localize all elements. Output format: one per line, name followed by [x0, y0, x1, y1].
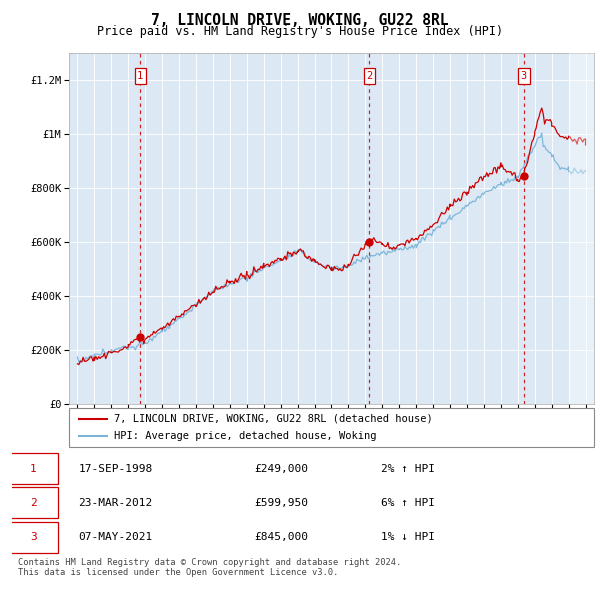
Text: 3: 3	[30, 532, 37, 542]
Text: 2: 2	[366, 71, 373, 81]
Text: 17-SEP-1998: 17-SEP-1998	[78, 464, 152, 474]
Text: 3: 3	[521, 71, 527, 81]
Text: £599,950: £599,950	[254, 498, 308, 508]
Text: 2: 2	[30, 498, 37, 508]
Text: Contains HM Land Registry data © Crown copyright and database right 2024.
This d: Contains HM Land Registry data © Crown c…	[18, 558, 401, 577]
FancyBboxPatch shape	[9, 522, 58, 552]
Text: Price paid vs. HM Land Registry's House Price Index (HPI): Price paid vs. HM Land Registry's House …	[97, 25, 503, 38]
Polygon shape	[569, 53, 594, 404]
Text: 6% ↑ HPI: 6% ↑ HPI	[380, 498, 434, 508]
Text: 1: 1	[30, 464, 37, 474]
Text: 7, LINCOLN DRIVE, WOKING, GU22 8RL (detached house): 7, LINCOLN DRIVE, WOKING, GU22 8RL (deta…	[113, 414, 433, 424]
Text: 1: 1	[137, 71, 143, 81]
Text: HPI: Average price, detached house, Woking: HPI: Average price, detached house, Woki…	[113, 431, 376, 441]
Text: 2% ↑ HPI: 2% ↑ HPI	[380, 464, 434, 474]
Text: 07-MAY-2021: 07-MAY-2021	[78, 532, 152, 542]
Text: 1% ↓ HPI: 1% ↓ HPI	[380, 532, 434, 542]
Text: 23-MAR-2012: 23-MAR-2012	[78, 498, 152, 508]
Text: £249,000: £249,000	[254, 464, 308, 474]
Text: £845,000: £845,000	[254, 532, 308, 542]
FancyBboxPatch shape	[69, 408, 594, 447]
FancyBboxPatch shape	[9, 453, 58, 484]
Text: 7, LINCOLN DRIVE, WOKING, GU22 8RL: 7, LINCOLN DRIVE, WOKING, GU22 8RL	[151, 13, 449, 28]
FancyBboxPatch shape	[9, 487, 58, 519]
